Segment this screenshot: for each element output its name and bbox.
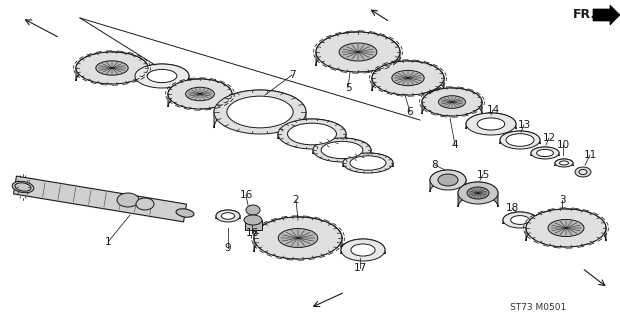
Polygon shape — [343, 153, 393, 167]
Text: 7: 7 — [289, 70, 295, 80]
Polygon shape — [500, 131, 540, 144]
Polygon shape — [76, 52, 148, 81]
Ellipse shape — [438, 96, 466, 108]
Ellipse shape — [244, 215, 262, 225]
Polygon shape — [313, 138, 371, 154]
Ellipse shape — [117, 193, 139, 207]
Ellipse shape — [351, 244, 375, 256]
Polygon shape — [135, 64, 189, 80]
Text: 6: 6 — [407, 107, 414, 117]
Ellipse shape — [341, 239, 385, 261]
Ellipse shape — [168, 79, 232, 109]
Ellipse shape — [392, 70, 424, 86]
Text: 11: 11 — [583, 150, 596, 160]
Polygon shape — [278, 119, 346, 139]
Ellipse shape — [503, 212, 537, 228]
Text: 4: 4 — [452, 140, 458, 150]
Ellipse shape — [438, 174, 458, 186]
Text: 14: 14 — [486, 105, 500, 115]
Ellipse shape — [278, 119, 346, 149]
Polygon shape — [531, 147, 559, 156]
Ellipse shape — [96, 61, 128, 75]
Ellipse shape — [76, 52, 148, 84]
Ellipse shape — [343, 153, 393, 173]
Ellipse shape — [321, 141, 363, 159]
Text: 9: 9 — [224, 243, 231, 253]
Polygon shape — [430, 170, 466, 192]
Polygon shape — [466, 113, 516, 129]
Ellipse shape — [136, 198, 154, 210]
Polygon shape — [254, 217, 342, 252]
Text: 1: 1 — [105, 237, 112, 247]
Ellipse shape — [147, 69, 177, 83]
Text: 16: 16 — [246, 228, 259, 238]
Ellipse shape — [555, 159, 573, 167]
Ellipse shape — [278, 228, 318, 247]
Polygon shape — [372, 61, 444, 91]
Ellipse shape — [372, 61, 444, 95]
Ellipse shape — [15, 183, 31, 191]
Ellipse shape — [531, 147, 559, 159]
Polygon shape — [316, 32, 400, 66]
Polygon shape — [168, 79, 232, 107]
Ellipse shape — [246, 205, 260, 215]
Ellipse shape — [176, 209, 194, 217]
Text: 13: 13 — [517, 120, 531, 130]
Text: ST73 M0501: ST73 M0501 — [510, 303, 566, 313]
Text: 8: 8 — [432, 160, 438, 170]
Text: 12: 12 — [542, 133, 556, 143]
Ellipse shape — [214, 90, 306, 134]
Text: 3: 3 — [559, 195, 565, 205]
Ellipse shape — [422, 88, 482, 116]
Ellipse shape — [221, 213, 234, 219]
Text: 15: 15 — [476, 170, 490, 180]
Polygon shape — [341, 239, 385, 254]
Ellipse shape — [467, 187, 489, 199]
Polygon shape — [503, 212, 537, 224]
Text: FR.: FR. — [573, 7, 596, 20]
Ellipse shape — [185, 87, 215, 101]
Ellipse shape — [288, 123, 337, 145]
Text: 10: 10 — [556, 140, 570, 150]
Ellipse shape — [227, 96, 293, 128]
Ellipse shape — [526, 209, 606, 247]
Ellipse shape — [548, 220, 584, 236]
Ellipse shape — [216, 210, 240, 222]
Text: 18: 18 — [505, 203, 518, 213]
Polygon shape — [422, 88, 482, 114]
Ellipse shape — [254, 217, 342, 259]
Ellipse shape — [313, 138, 371, 162]
Ellipse shape — [466, 113, 516, 135]
Text: 16: 16 — [239, 190, 252, 200]
Polygon shape — [526, 209, 606, 241]
Polygon shape — [245, 220, 262, 230]
Text: 5: 5 — [345, 83, 352, 93]
Ellipse shape — [536, 149, 554, 156]
Ellipse shape — [350, 156, 386, 170]
Ellipse shape — [559, 161, 569, 165]
Ellipse shape — [339, 43, 377, 61]
Ellipse shape — [135, 64, 189, 88]
Ellipse shape — [579, 170, 587, 174]
Polygon shape — [458, 182, 498, 207]
Ellipse shape — [12, 181, 34, 193]
Ellipse shape — [575, 167, 591, 177]
Ellipse shape — [430, 170, 466, 190]
Ellipse shape — [458, 182, 498, 204]
Polygon shape — [214, 90, 306, 128]
Text: 2: 2 — [293, 195, 299, 205]
Polygon shape — [593, 5, 620, 25]
Text: 17: 17 — [353, 263, 366, 273]
Polygon shape — [555, 159, 573, 166]
Ellipse shape — [500, 131, 540, 149]
Polygon shape — [216, 210, 240, 219]
Ellipse shape — [477, 118, 505, 130]
Ellipse shape — [316, 32, 400, 72]
Polygon shape — [14, 176, 187, 222]
Ellipse shape — [506, 134, 534, 146]
Ellipse shape — [511, 216, 529, 224]
